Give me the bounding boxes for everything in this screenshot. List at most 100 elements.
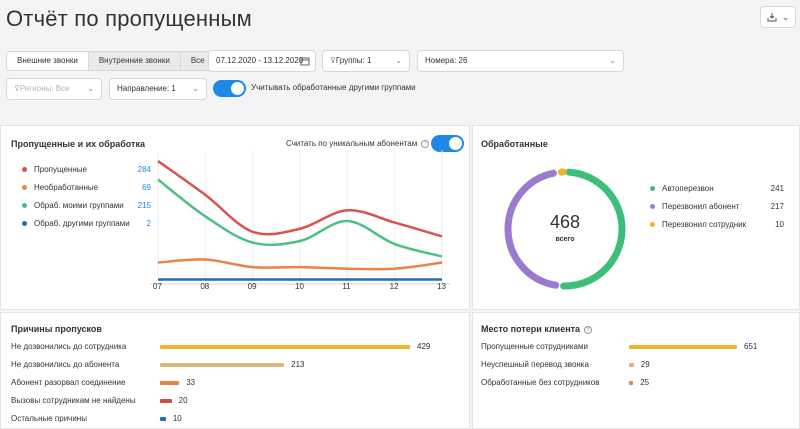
numbers-select[interactable]: Номера: 26 ⌄	[417, 50, 624, 72]
series-line	[157, 178, 443, 258]
export-button[interactable]: ⌄	[760, 6, 796, 28]
filter-icon: ⊽	[14, 84, 20, 93]
legend-label: Обраб. другими группами	[34, 219, 130, 228]
reasons-card-title: Причины пропусков	[11, 324, 102, 334]
legend-value: 10	[775, 220, 784, 229]
x-tick-label: 11	[342, 282, 351, 291]
x-tick-label: 10	[295, 282, 304, 291]
legend-value: 215	[137, 201, 151, 210]
bar-label: Неуспешный перевод звонка	[481, 360, 589, 369]
legend-label: Необработанные	[34, 183, 99, 192]
legend-item[interactable]: Перезвонил сотрудник	[650, 220, 746, 229]
processed-card	[472, 125, 800, 310]
legend-value: 217	[770, 202, 784, 211]
bar	[160, 399, 172, 403]
legend-dot	[650, 186, 655, 191]
x-tick-label: 08	[200, 282, 210, 291]
bar-value: 213	[291, 360, 305, 369]
series-line	[157, 160, 443, 238]
page-title: Отчёт по пропущенным	[6, 6, 252, 31]
bar-label: Обработанные без сотрудников	[481, 378, 600, 387]
legend-value: 69	[142, 183, 151, 192]
legend-value: 241	[770, 184, 784, 193]
bar-label: Не дозвонились до абонента	[11, 360, 120, 369]
legend-item[interactable]: Необработанные	[22, 183, 98, 192]
bar	[629, 381, 634, 385]
donut-segment	[560, 168, 626, 290]
legend-label: Перезвонил сотрудник	[662, 220, 747, 229]
legend-label: Перезвонил абонент	[662, 202, 740, 211]
tab-external[interactable]: Внешние звонки	[7, 52, 89, 70]
donut-segment	[504, 169, 560, 289]
bar-label: Вызовы сотрудникам не найдены	[11, 396, 136, 405]
count-processed-toggle[interactable]	[213, 80, 246, 97]
donut-total: 468	[549, 212, 581, 232]
processed-donut-chart	[504, 168, 626, 290]
bar-value: 651	[744, 342, 758, 351]
loss-card-title: Место потери клиента?	[481, 324, 593, 334]
bar-label: Не дозвонились до сотрудника	[11, 342, 127, 351]
bar	[160, 381, 180, 385]
help-icon: ?	[584, 325, 593, 334]
filter-icon: ⊽	[330, 56, 336, 65]
missed-line-chart	[150, 150, 450, 285]
direction-select[interactable]: Направление: 1 ⌄	[109, 78, 207, 100]
groups-select[interactable]: ⊽Группы: 1 ⌄	[322, 50, 410, 72]
chevron-down-icon: ⌄	[87, 84, 94, 93]
legend-item[interactable]: Обраб. другими группами	[22, 219, 130, 228]
chevron-down-icon: ⌄	[781, 11, 790, 22]
unique-subscribers-toggle[interactable]	[431, 135, 464, 152]
donut-total-label: всего	[555, 236, 575, 243]
bar	[160, 363, 285, 367]
bar-label: Остальные причины	[11, 414, 87, 423]
bar-value: 25	[640, 378, 650, 387]
tab-internal[interactable]: Внутренние звонки	[89, 52, 181, 70]
regions-select[interactable]: ⊽Регионы: Все ⌄	[6, 78, 102, 100]
bar-value: 29	[640, 360, 650, 369]
legend-label: Автоперезвон	[662, 184, 714, 193]
bar	[160, 417, 166, 421]
tab-all[interactable]: Все	[190, 56, 205, 65]
missed-card-title: Пропущенные и их обработка	[11, 139, 145, 149]
bar-value: 20	[178, 396, 188, 405]
bar-label: Пропущенные сотрудниками	[481, 342, 588, 351]
legend-value: 2	[146, 219, 151, 228]
date-range-picker[interactable]: 07.12.2020 - 13.12.2020	[208, 50, 316, 72]
legend-dot	[22, 185, 27, 190]
legend-item[interactable]: Обраб. моими группами	[22, 201, 124, 210]
chevron-down-icon: ⌄	[395, 56, 402, 65]
bar	[629, 363, 634, 367]
calendar-icon	[300, 57, 310, 66]
legend-dot	[650, 222, 655, 227]
legend-dot	[22, 221, 27, 226]
loss-card	[472, 312, 800, 429]
legend-dot	[22, 203, 27, 208]
bar-value: 10	[172, 414, 182, 423]
x-tick-label: 12	[389, 282, 399, 291]
legend-dot	[650, 204, 655, 209]
download-icon	[767, 13, 777, 22]
unique-subscribers-label: Считать по уникальным абонентам?	[286, 139, 430, 148]
processed-card-title: Обработанные	[481, 139, 548, 149]
bar	[160, 345, 410, 349]
x-tick-label: 13	[437, 282, 446, 291]
legend-label: Обраб. моими группами	[34, 201, 124, 210]
bar-value: 33	[186, 378, 196, 387]
legend-item[interactable]: Автоперезвон	[650, 184, 714, 193]
x-tick-label: 07	[153, 282, 162, 291]
bar	[629, 345, 737, 349]
x-tick-label: 09	[247, 282, 257, 291]
legend-dot	[22, 167, 27, 172]
series-line	[157, 258, 443, 271]
call-type-tabs: Внешние звонки Внутренние звонки Все	[6, 51, 216, 71]
bar-label: Абонент разорвал соединение	[11, 378, 126, 387]
help-icon: ?	[421, 139, 430, 148]
legend-item[interactable]: Пропущенные	[22, 165, 87, 174]
chevron-down-icon: ⌄	[609, 56, 616, 65]
legend-label: Пропущенные	[34, 165, 87, 174]
chevron-down-icon: ⌄	[192, 84, 199, 93]
bar-value: 429	[417, 342, 431, 351]
legend-item[interactable]: Перезвонил абонент	[650, 202, 739, 211]
reasons-card	[0, 312, 470, 429]
legend-value: 284	[137, 165, 151, 174]
